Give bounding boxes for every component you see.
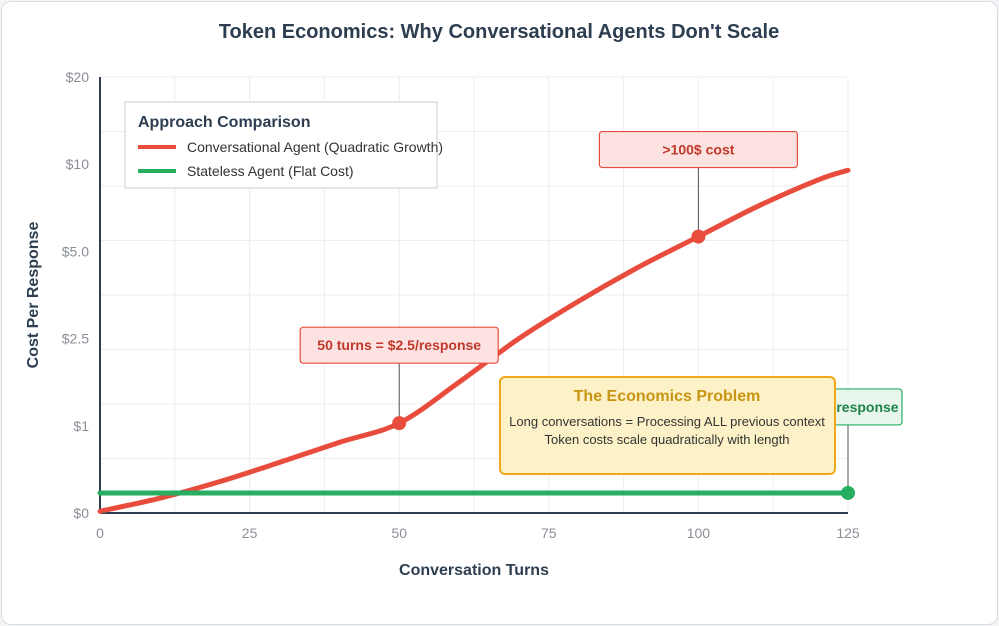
callout-line-1: Long conversations = Processing ALL prev… xyxy=(509,414,825,429)
annotation-box xyxy=(598,130,799,169)
legend: Approach Comparison Conversational Agent… xyxy=(124,101,443,189)
axes xyxy=(99,77,848,514)
legend-box xyxy=(124,101,438,189)
y-tick-label: $0 xyxy=(73,505,89,521)
y-tick-label: $2.5 xyxy=(62,331,89,347)
x-tick-label: 0 xyxy=(96,525,104,541)
annotation-label: >100$ cost xyxy=(662,142,734,158)
x-tick-label: 100 xyxy=(687,525,711,541)
series-line-conversational xyxy=(97,167,851,514)
y-axis-label: Cost Per Response xyxy=(25,222,42,369)
x-tick-label: 75 xyxy=(541,525,557,541)
y-tick-label: $20 xyxy=(66,69,90,85)
x-tick-label: 25 xyxy=(242,525,258,541)
legend-item-stateless: Stateless Agent (Flat Cost) xyxy=(187,163,354,179)
annotation-marker xyxy=(841,485,855,500)
annotation-marker xyxy=(691,229,706,244)
y-tick-label: $10 xyxy=(66,156,90,172)
x-tick-label: 125 xyxy=(836,525,860,541)
annotation-marker xyxy=(392,416,407,431)
callout-box xyxy=(499,376,836,475)
annotation-box xyxy=(299,326,499,364)
economics-callout: The Economics Problem Long conversations… xyxy=(499,376,836,475)
y-tick-label: $5.0 xyxy=(62,243,89,259)
legend-title: Approach Comparison xyxy=(138,114,310,131)
y-tick-label: $1 xyxy=(73,418,89,434)
x-axis-label: Conversation Turns xyxy=(399,562,549,579)
annotation-label: 50 turns = $2.5/response xyxy=(317,337,481,353)
x-tick-label: 50 xyxy=(391,525,407,541)
y-ticks: $0 $1 $2.5 $5.0 $10 $20 xyxy=(62,69,89,521)
callout-line-2: Token costs scale quadratically with len… xyxy=(545,432,790,447)
callout-title: The Economics Problem xyxy=(574,388,761,405)
x-ticks: 0 25 50 75 100 125 xyxy=(96,525,860,541)
legend-item-conversational: Conversational Agent (Quadratic Growth) xyxy=(187,139,443,155)
chart-title: Token Economics: Why Conversational Agen… xyxy=(219,21,779,43)
annotations: 50 turns = $2.5/response>100$ cost$0.05/… xyxy=(299,130,903,500)
series-layer xyxy=(97,167,851,514)
